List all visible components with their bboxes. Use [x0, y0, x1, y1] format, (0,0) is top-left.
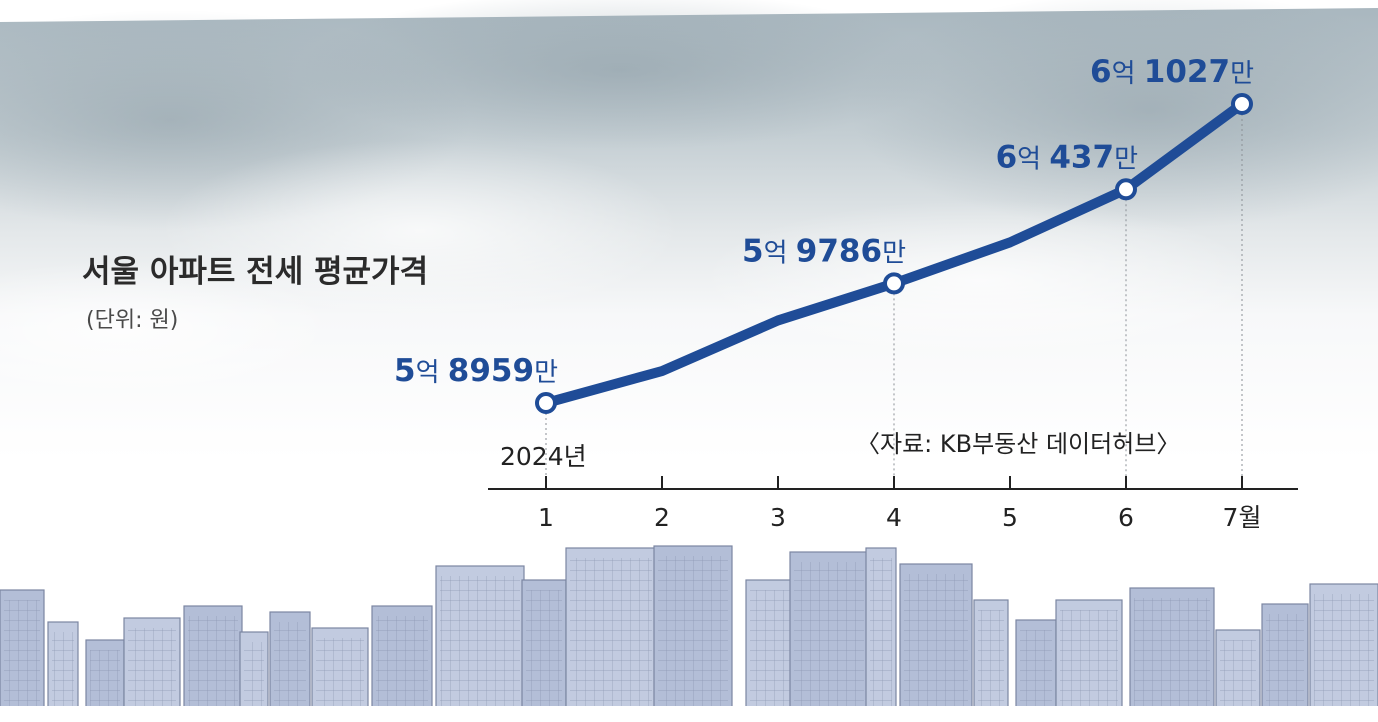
- x-tick-label: 6: [1118, 503, 1134, 532]
- x-tick-label: 3: [770, 503, 786, 532]
- building: [745, 579, 795, 722]
- data-label: 5억 9786만: [742, 233, 906, 269]
- building: [973, 599, 1009, 722]
- building: [521, 579, 567, 722]
- data-label-part: 8959: [448, 353, 534, 389]
- building: [269, 611, 311, 722]
- guide-lines: [545, 104, 1243, 476]
- data-point-marker: [1115, 178, 1137, 201]
- data-point-marker: [1231, 93, 1253, 115]
- data-label-part: 만: [1230, 59, 1254, 89]
- building: [1261, 603, 1309, 722]
- building: [1309, 583, 1378, 722]
- source-note: 〈자료: KB부동산 데이터허브〉: [856, 430, 1180, 458]
- building: [653, 545, 733, 722]
- building: [0, 589, 45, 722]
- data-label-part: 1027: [1144, 54, 1230, 90]
- data-point-marker: [535, 392, 557, 414]
- data-label-part: 9786: [796, 233, 882, 269]
- building: [183, 605, 243, 722]
- data-label-part: 억: [416, 358, 448, 388]
- city-skyline: [0, 545, 1378, 722]
- x-tick-label: 7월: [1223, 503, 1262, 532]
- building: [1129, 587, 1215, 722]
- x-tick-label: 4: [886, 503, 902, 532]
- chart-subtitle: (단위: 원): [86, 308, 178, 333]
- building: [565, 547, 657, 722]
- data-label-part: 6: [1090, 54, 1112, 90]
- year-label: 2024년: [500, 442, 587, 471]
- data-label: 5억 8959만: [394, 353, 558, 389]
- data-label-part: 5: [742, 233, 764, 269]
- data-label-part: 만: [534, 358, 558, 388]
- building: [789, 551, 869, 722]
- building: [865, 547, 897, 722]
- data-point-marker: [883, 272, 905, 295]
- building: [47, 621, 79, 722]
- data-label-part: 만: [882, 238, 906, 268]
- data-label-part: 억: [1017, 144, 1049, 174]
- x-axis: 1 2 3 4 5 6 7월: [488, 476, 1298, 532]
- building: [1055, 599, 1123, 722]
- data-label-part: 437: [1049, 139, 1114, 175]
- ground-strip: [0, 706, 1378, 722]
- data-label-part: 만: [1114, 144, 1138, 174]
- data-label-part: 억: [1112, 59, 1144, 89]
- data-label-part: 5: [394, 353, 416, 389]
- series-line-group: [535, 93, 1253, 414]
- x-tick-label: 2: [654, 503, 670, 532]
- data-label-part: 억: [764, 238, 796, 268]
- chart-title: 서울 아파트 전세 평균가격: [82, 254, 428, 290]
- building: [435, 565, 525, 722]
- building: [899, 563, 973, 722]
- building: [371, 605, 433, 722]
- data-label-part: 6: [996, 139, 1018, 175]
- x-tick-label: 1: [538, 503, 554, 532]
- data-label: 6억 1027만: [1090, 54, 1254, 90]
- x-tick-label: 5: [1002, 503, 1018, 532]
- data-label: 6억 437만: [996, 139, 1138, 175]
